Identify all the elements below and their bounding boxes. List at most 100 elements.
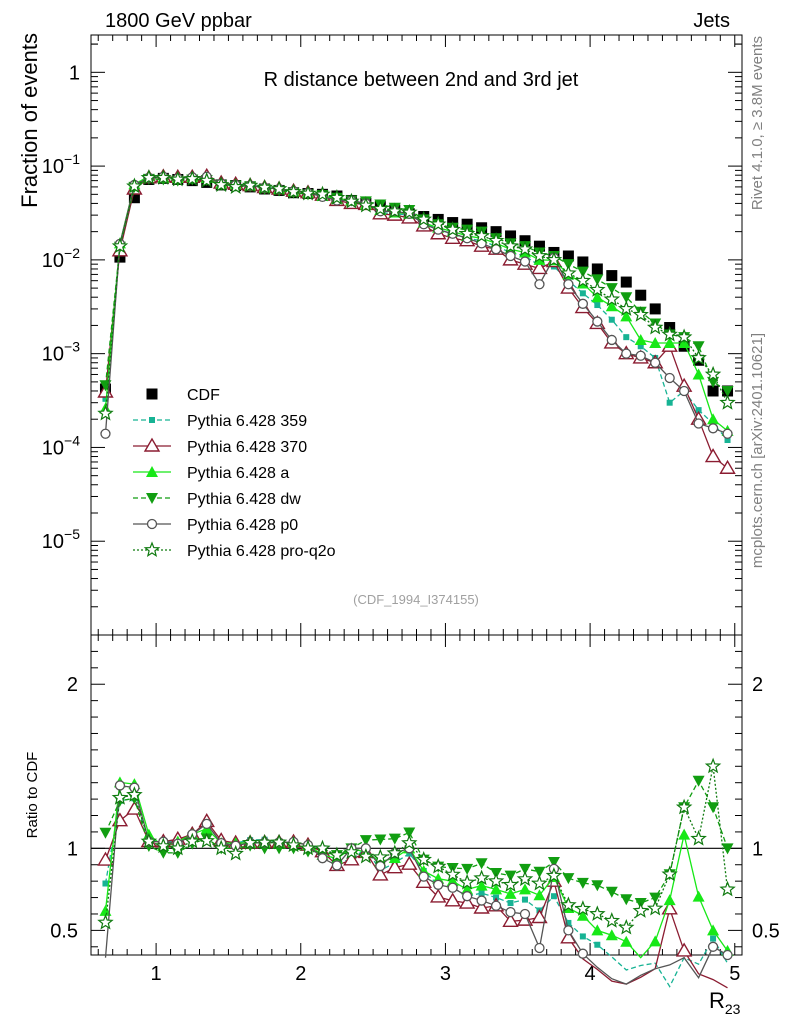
legend-label: Pythia 6.428 dw [187, 491, 301, 508]
ratio-point [663, 894, 676, 906]
data-point [634, 333, 647, 345]
ratio-point [343, 851, 360, 866]
ratio-point [429, 857, 447, 874]
ratio-y-tick-label-right: 0.5 [752, 920, 780, 942]
series-6 [97, 169, 736, 421]
main-panel: R distance between 2nd and 3rd jet (CDF_… [42, 34, 743, 636]
y-tick-label-base: 10 [42, 250, 64, 272]
data-point [719, 459, 736, 474]
data-point [183, 170, 201, 186]
data-point [722, 428, 733, 439]
data-point [429, 215, 447, 232]
data-point [227, 178, 244, 194]
ratio-point [140, 832, 158, 849]
ratio-point [476, 895, 487, 906]
ratio-point [97, 851, 114, 866]
y-axis-label: Fraction of events [17, 33, 42, 208]
data-point [724, 437, 731, 444]
data-point [531, 260, 548, 275]
ratio-point [649, 892, 662, 904]
ratio-point [504, 870, 517, 882]
data-point [594, 302, 601, 309]
header-right-label: Jets [693, 10, 730, 32]
ratio-point [458, 873, 476, 890]
data-point [114, 251, 126, 263]
data-point [617, 300, 635, 316]
ratio-point [678, 828, 691, 840]
ratio-point [522, 896, 528, 903]
ratio-series-3 [99, 776, 734, 959]
legend-marker [146, 493, 158, 504]
ratio-point [386, 844, 404, 861]
ratio-point [386, 859, 404, 874]
data-point [678, 385, 690, 397]
ratio-point [707, 802, 720, 814]
y-tick-label: 10−1 [42, 151, 80, 178]
ratio-point [591, 880, 604, 892]
ratio-point [357, 847, 375, 864]
ratio-point [707, 941, 719, 952]
data-point [490, 226, 502, 238]
ratio-point [478, 890, 485, 897]
data-point [386, 202, 404, 219]
ratio-point [531, 909, 548, 924]
ratio-point [212, 839, 230, 856]
data-point [516, 240, 534, 257]
data-point [490, 244, 502, 255]
ratio-point [372, 848, 389, 865]
ratio-point [375, 860, 386, 872]
ratio-point [314, 839, 331, 856]
ratio-point [403, 827, 416, 839]
ratio-point [328, 846, 346, 863]
ratio-point [343, 843, 360, 860]
ratio-point [519, 883, 531, 895]
data-point [576, 266, 589, 278]
ratio-y-tick-label: 0.5 [50, 920, 78, 942]
ratio-point [646, 899, 664, 916]
data-point [646, 318, 664, 335]
data-point [155, 169, 172, 185]
ratio-point [114, 780, 126, 791]
ratio-point [359, 835, 372, 847]
legend-label: Pythia 6.428 pro-q2o [187, 543, 336, 560]
ratio-point [99, 827, 112, 839]
data-point [620, 276, 632, 288]
ratio-point [126, 786, 143, 802]
y-tick-label: 10−5 [42, 526, 80, 553]
x-tick-label: 4 [585, 963, 596, 985]
data-point [285, 183, 302, 199]
ratio-y-tick-label-right: 1 [752, 838, 763, 860]
y-tick-label: 10−4 [42, 432, 80, 459]
data-point [608, 316, 615, 323]
data-point [704, 365, 722, 382]
y-tick-label: 10−2 [42, 245, 80, 272]
data-point [415, 210, 432, 227]
data-point [577, 298, 589, 309]
ratio-point [534, 942, 545, 954]
ratio-point [620, 935, 633, 947]
ratio-point [299, 839, 317, 856]
x-tick-label: 1 [151, 963, 162, 985]
data-point [591, 263, 603, 275]
data-point [560, 264, 577, 281]
ratio-point [547, 857, 560, 869]
legend-marker [143, 437, 161, 452]
data-point [666, 399, 673, 406]
y-tick-label-base: 10 [42, 344, 64, 366]
data-point [635, 350, 646, 361]
legend-marker [149, 417, 155, 423]
ratio-point [415, 851, 432, 867]
ratio-point [201, 818, 212, 829]
ratio-y-axis-label: Ratio to CDF [24, 752, 41, 839]
ratio-point [504, 887, 517, 899]
data-point [487, 232, 505, 248]
ratio-point [97, 913, 114, 930]
ratio-point [577, 948, 589, 959]
ratio-point [169, 839, 187, 856]
data-point [574, 272, 592, 288]
data-point [519, 256, 531, 267]
ratio-point [710, 935, 717, 942]
ratio-point [102, 880, 109, 887]
ratio-point [433, 879, 444, 890]
data-point [707, 385, 719, 397]
